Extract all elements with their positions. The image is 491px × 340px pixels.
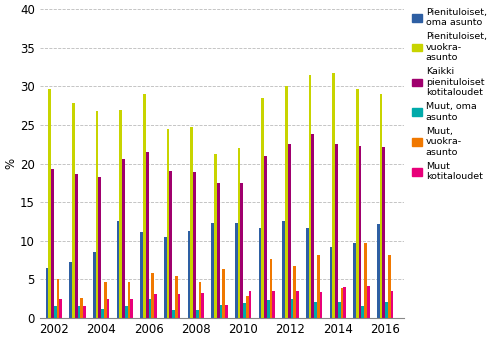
Bar (193, 172, 196, 318)
Bar (201, 293, 204, 318)
Bar (335, 144, 338, 318)
Bar (130, 300, 133, 318)
Bar (354, 243, 356, 318)
Bar (261, 98, 264, 318)
Bar (59, 299, 62, 318)
Bar (282, 221, 285, 318)
Bar (175, 276, 178, 318)
Legend: Pienituloiset,
oma asunto, Pienituloiset,
vuokra-
asunto, Kaikki
pienituloiset
k: Pienituloiset, oma asunto, Pienituloiset… (412, 8, 487, 181)
Bar (314, 302, 317, 318)
Bar (225, 305, 228, 318)
Bar (146, 152, 149, 318)
Bar (238, 148, 241, 318)
Bar (188, 231, 191, 318)
Bar (80, 298, 83, 318)
Bar (219, 305, 222, 318)
Bar (99, 177, 101, 318)
Bar (267, 300, 270, 318)
Bar (309, 75, 311, 318)
Bar (264, 156, 267, 318)
Bar (93, 252, 96, 318)
Bar (107, 300, 109, 318)
Bar (172, 310, 175, 318)
Bar (222, 269, 225, 318)
Bar (320, 292, 322, 318)
Bar (356, 89, 359, 318)
Bar (332, 73, 335, 318)
Bar (243, 303, 246, 318)
Bar (214, 154, 217, 318)
Bar (196, 310, 198, 318)
Bar (248, 291, 251, 318)
Bar (143, 94, 146, 318)
Bar (46, 268, 49, 318)
Bar (359, 146, 361, 318)
Bar (49, 89, 51, 318)
Bar (361, 306, 364, 318)
Y-axis label: %: % (4, 158, 17, 169)
Bar (246, 296, 248, 318)
Bar (338, 302, 341, 318)
Bar (211, 223, 214, 318)
Bar (54, 306, 56, 318)
Bar (191, 127, 193, 318)
Bar (154, 294, 157, 318)
Bar (125, 306, 128, 318)
Bar (78, 306, 80, 318)
Bar (388, 255, 391, 318)
Bar (56, 279, 59, 318)
Bar (169, 171, 172, 318)
Bar (72, 103, 75, 318)
Bar (306, 228, 309, 318)
Bar (385, 302, 388, 318)
Bar (270, 259, 273, 318)
Bar (164, 237, 167, 318)
Bar (377, 224, 380, 318)
Bar (83, 306, 86, 318)
Bar (117, 221, 119, 318)
Bar (241, 183, 243, 318)
Bar (235, 223, 238, 318)
Bar (343, 287, 346, 318)
Bar (75, 174, 78, 318)
Bar (380, 94, 382, 318)
Bar (198, 282, 201, 318)
Bar (128, 282, 130, 318)
Bar (259, 228, 261, 318)
Bar (317, 255, 320, 318)
Bar (178, 294, 180, 318)
Bar (329, 247, 332, 318)
Bar (285, 86, 288, 318)
Bar (364, 243, 367, 318)
Bar (151, 273, 154, 318)
Bar (51, 169, 54, 318)
Bar (122, 159, 125, 318)
Bar (382, 147, 385, 318)
Bar (293, 266, 296, 318)
Bar (69, 262, 72, 318)
Bar (391, 291, 393, 318)
Bar (104, 282, 107, 318)
Bar (101, 309, 104, 318)
Bar (288, 144, 291, 318)
Bar (367, 286, 370, 318)
Bar (291, 299, 293, 318)
Bar (167, 129, 169, 318)
Bar (140, 232, 143, 318)
Bar (96, 111, 99, 318)
Bar (296, 291, 299, 318)
Bar (273, 291, 275, 318)
Bar (149, 300, 151, 318)
Bar (217, 183, 219, 318)
Bar (311, 134, 314, 318)
Bar (341, 288, 343, 318)
Bar (119, 109, 122, 318)
